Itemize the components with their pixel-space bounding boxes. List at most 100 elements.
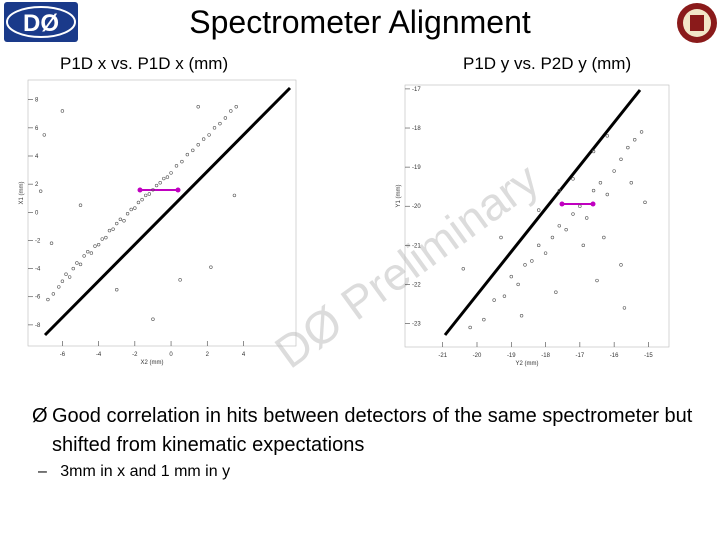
point (129, 207, 133, 212)
point (468, 325, 472, 330)
x-tick-label: 0 (169, 352, 173, 358)
point (89, 251, 94, 255)
point (86, 250, 90, 254)
x-tick-label: 4 (242, 352, 246, 358)
point (115, 288, 119, 292)
point (118, 217, 123, 222)
point (158, 181, 162, 185)
point (111, 227, 115, 231)
logo-right (677, 3, 717, 43)
plot-caption: P1D y vs. P2D y (mm) (463, 54, 632, 73)
point (585, 216, 589, 220)
point (612, 169, 616, 173)
y-axis-label: Y1 (mm) (396, 185, 402, 208)
point (78, 262, 83, 267)
point (564, 227, 568, 232)
x-tick-label: -4 (96, 352, 102, 358)
point (523, 263, 527, 267)
point (482, 317, 486, 322)
point (42, 133, 46, 137)
point (51, 292, 56, 296)
y-tick-label: -19 (412, 165, 421, 171)
point (178, 278, 182, 282)
point (96, 242, 101, 247)
point (554, 290, 558, 294)
point (619, 157, 623, 161)
point (38, 189, 43, 193)
x-tick-label: -15 (644, 353, 653, 359)
point (550, 235, 555, 240)
point (196, 105, 200, 109)
sub-bullet-text: 3mm in x and 1 mm in y (60, 463, 231, 480)
y-tick-label: -4 (35, 267, 41, 273)
x-tick-label: -20 (473, 353, 482, 359)
point (140, 197, 144, 202)
point (461, 267, 465, 271)
point (209, 265, 213, 269)
point (67, 275, 72, 279)
point (223, 116, 228, 120)
point (82, 254, 86, 258)
watermark: DØ Preliminary (265, 153, 548, 378)
y-tick-label: 0 (35, 210, 39, 216)
point (581, 243, 585, 248)
point (639, 130, 644, 134)
y-tick-label: -6 (35, 295, 41, 301)
point (605, 192, 609, 197)
point (104, 235, 108, 240)
point (46, 297, 50, 302)
x-axis-label: Y2 (mm) (516, 361, 539, 367)
point (185, 152, 190, 157)
sub-bullet: – 3mm in x and 1 mm in y (38, 463, 231, 480)
point (643, 200, 647, 205)
logo-text: DØ (23, 10, 59, 37)
x-tick-label: -21 (438, 353, 447, 359)
y-axis-label: X1 (mm) (19, 182, 25, 205)
point (60, 109, 65, 113)
x-axis-label: X2 (mm) (141, 360, 164, 366)
point (162, 176, 166, 181)
point (622, 306, 627, 310)
point (93, 244, 97, 248)
y-tick-label: 8 (35, 98, 39, 104)
point (629, 181, 633, 185)
point (196, 143, 200, 147)
point (595, 278, 599, 283)
x-tick-label: 2 (206, 352, 210, 358)
point (207, 133, 211, 137)
point (133, 206, 137, 210)
y-tick-label: 4 (35, 154, 39, 160)
point (633, 138, 637, 142)
y-tick-label: -21 (412, 243, 421, 249)
point (530, 259, 534, 263)
x-tick-label: -19 (507, 353, 516, 359)
point (591, 149, 596, 154)
point (571, 212, 575, 216)
point (57, 285, 61, 289)
point (122, 219, 126, 223)
point (125, 212, 130, 216)
point (619, 263, 623, 267)
point (234, 105, 238, 109)
point (165, 175, 170, 179)
plot: -21 -20 -19 -18 -17 -16 -15 -23 -22 -21 -20 -19 -18 -… (396, 84, 670, 367)
point (115, 221, 119, 226)
point (78, 203, 83, 207)
point (578, 204, 582, 208)
point (571, 177, 575, 181)
point (557, 188, 561, 193)
point (519, 314, 524, 318)
x-tick-label: -6 (60, 352, 66, 358)
point (180, 159, 184, 164)
logo-left: DØ (4, 2, 78, 42)
point (626, 145, 630, 150)
point (151, 317, 155, 321)
point (502, 294, 507, 298)
x-tick-label: -17 (576, 353, 585, 359)
y-tick-label: -18 (412, 126, 421, 132)
point (64, 272, 68, 276)
point (151, 188, 155, 192)
point (605, 134, 609, 138)
x-tick-label: -2 (132, 352, 138, 358)
